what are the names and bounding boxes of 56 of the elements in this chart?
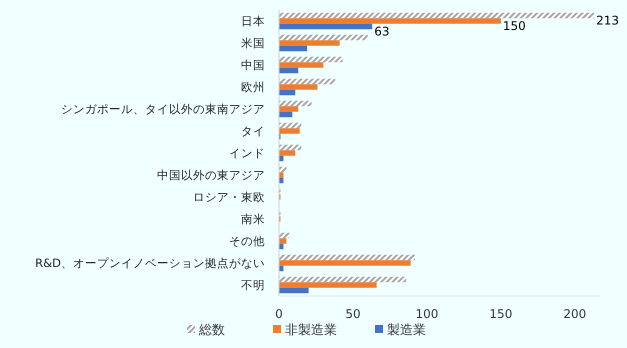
data-label: 150 [502,18,526,33]
bar [279,100,312,106]
bar [279,178,284,184]
y-tick-label: 不明 [241,278,265,292]
bar [279,84,318,90]
bar [279,90,296,96]
data-label: 213 [596,13,619,28]
y-tick-label: 欧州 [241,80,265,94]
y-tick-label: タイ [241,124,265,138]
bar [279,34,368,40]
legend-label: 製造業 [387,323,426,338]
y-tick-label: その他 [229,234,265,248]
y-tick-label: 南米 [241,212,265,226]
bar [279,18,501,24]
bar [279,260,411,266]
x-tick-label: 50 [345,307,361,321]
x-tick-label: 0 [275,307,283,321]
bar [279,12,594,18]
y-tick-label: R&D、オープンイノベーション拠点がない [35,256,265,270]
bar [279,62,324,68]
bar [279,276,406,282]
bar [279,282,377,288]
bar [279,46,308,52]
bar [279,40,340,46]
bar [279,144,302,150]
y-tick-label: ロシア・東欧 [193,190,265,204]
y-tick-label: インド [229,146,265,160]
bar [279,266,284,272]
bar [279,128,300,134]
bar [279,122,302,128]
legend-label: 総数 [198,323,225,338]
x-tick-label: 150 [489,307,512,321]
bar [279,254,416,260]
x-tick-label: 200 [563,307,586,321]
bar [279,232,290,238]
legend-label: 非製造業 [285,323,337,338]
y-tick-label: 中国 [241,58,265,72]
y-tick-label: 日本 [241,14,265,28]
bar [279,112,292,118]
bar [279,106,298,112]
bar [279,156,284,162]
data-label: 63 [374,24,390,38]
y-tick-label: 米国 [241,36,265,50]
bar [279,150,296,156]
bar [279,288,309,294]
bar [279,68,298,74]
bar [279,56,343,62]
y-tick-label: 中国以外の東アジア [157,168,265,182]
x-tick-label: 100 [415,307,438,321]
y-tick-label: シンガポール、タイ以外の東南アジア [61,102,265,116]
bar [279,78,336,84]
bar [279,244,284,250]
bar [279,166,286,172]
bar [279,238,286,244]
bar [279,24,372,30]
bar [279,172,284,178]
